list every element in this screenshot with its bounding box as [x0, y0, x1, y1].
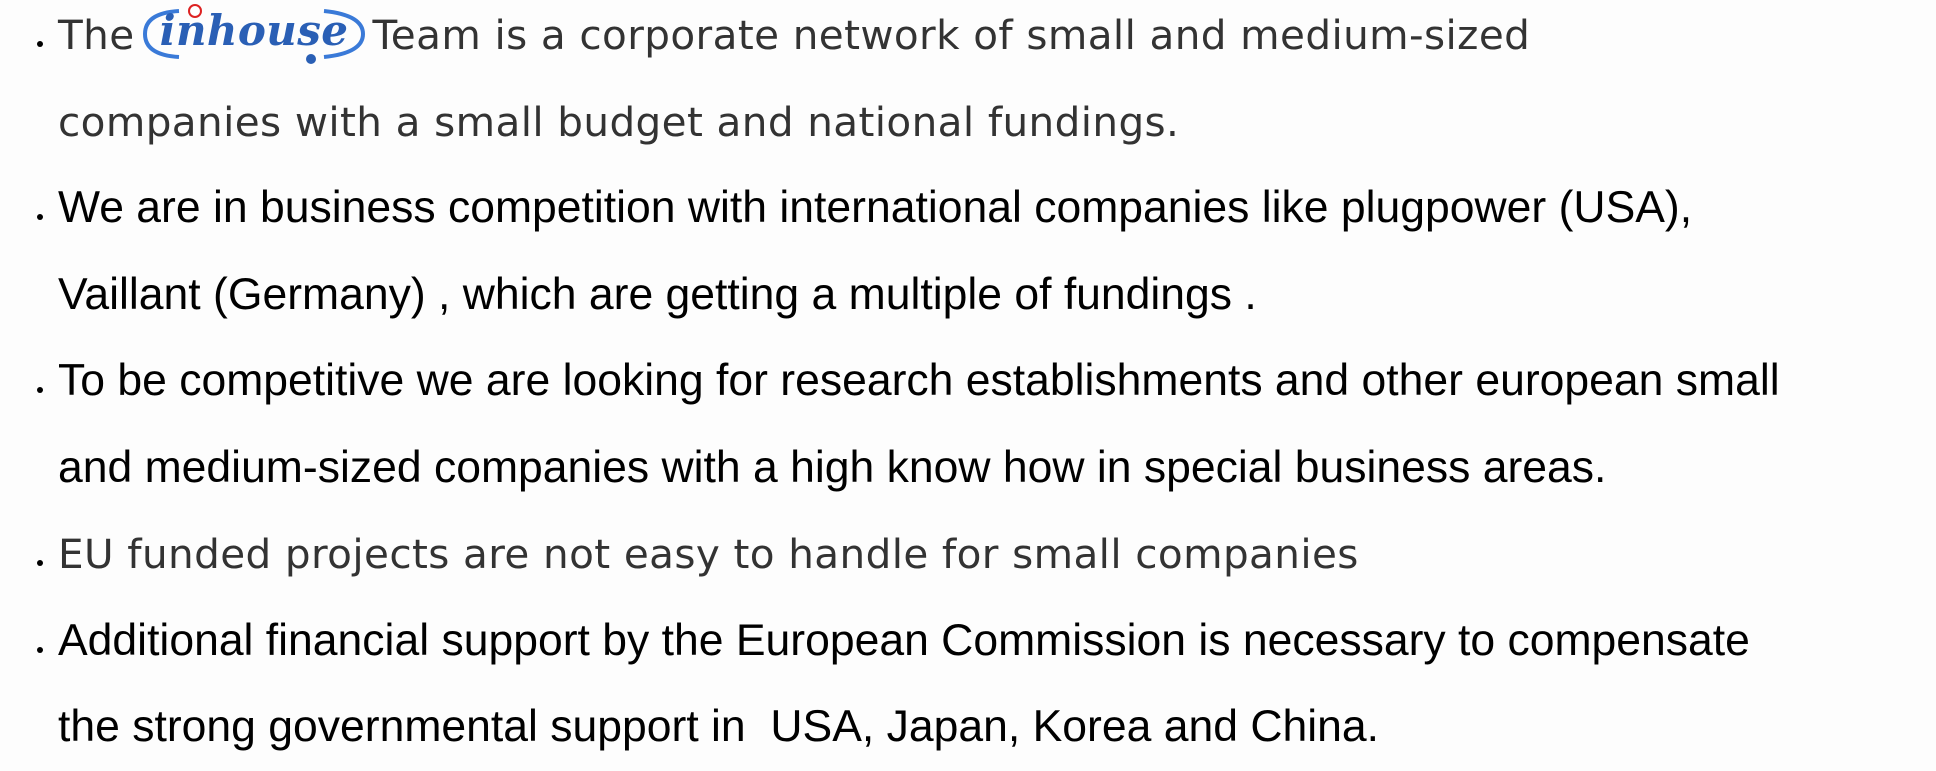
bullet-line: To be competitive we are looking for res… — [58, 356, 1780, 405]
bullet: Additional financial support by the Euro… — [0, 598, 1936, 771]
bullet: To be competitive we are looking for res… — [0, 338, 1936, 511]
logo-swoosh — [142, 9, 365, 59]
text: The — [58, 11, 135, 59]
bullet: We are in business competition with inte… — [0, 165, 1936, 338]
bullet-dot — [37, 646, 43, 653]
bullet-dot — [37, 41, 43, 47]
logo-text: inhouse — [159, 6, 348, 55]
bullet-line: The inhouse Team is a corporate network of… — [0, 0, 1936, 79]
bullet-line: the strong governmental support in USA, … — [58, 702, 1379, 751]
bullet: EU funded projects are not easy to handl… — [0, 511, 1936, 598]
page: The inhouse Team is a corporate network of… — [37, 4, 1780, 751]
logo-dot — [187, 4, 202, 18]
bullet-dot — [37, 214, 43, 220]
bullet-line: EU funded projects are not easy to handl… — [58, 530, 1359, 578]
bullet-line: Additional financial support by the Euro… — [58, 615, 1750, 665]
logo-dot — [305, 54, 316, 64]
logo: inhouse — [142, 4, 365, 64]
bullet-dot — [37, 560, 43, 566]
text: Team is a corporate network of small and… — [372, 11, 1531, 59]
bullet-line: We are in business competition with inte… — [58, 183, 1693, 232]
bullet: The inhouse Team is a corporate network of… — [0, 0, 1936, 165]
bullet-line: Vaillant (Germany) , which are getting a… — [58, 269, 1257, 319]
bullet-line: and medium-sized companies with a high k… — [58, 442, 1607, 492]
bullet-dot — [37, 387, 43, 393]
bullet-line: companies with a small budget and nation… — [58, 97, 1180, 146]
